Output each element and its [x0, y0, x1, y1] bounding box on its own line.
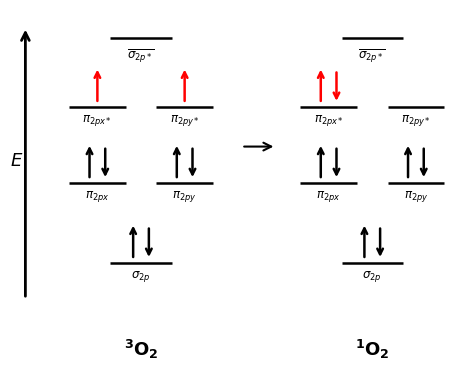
Text: $\pi_{2px}$: $\pi_{2px}$ [316, 189, 341, 204]
Text: $\overline{\sigma_{2p*}}$: $\overline{\sigma_{2p*}}$ [358, 48, 386, 65]
Text: $\pi_{2px}$: $\pi_{2px}$ [85, 189, 109, 204]
Text: $\sigma_{2p}$: $\sigma_{2p}$ [363, 269, 382, 284]
Text: $\pi_{2px*}$: $\pi_{2px*}$ [314, 113, 344, 128]
Text: $\mathbf{^{1}O_{2}}$: $\mathbf{^{1}O_{2}}$ [355, 338, 390, 361]
Text: $\sigma_{2p}$: $\sigma_{2p}$ [131, 269, 151, 284]
Text: $\pi_{2py}$: $\pi_{2py}$ [173, 189, 197, 204]
Text: $\mathbf{^{3}O_{2}}$: $\mathbf{^{3}O_{2}}$ [124, 338, 158, 361]
Text: $\pi_{2py}$: $\pi_{2py}$ [404, 189, 428, 204]
Text: $\pi_{2py*}$: $\pi_{2py*}$ [401, 113, 431, 128]
Text: $\pi_{2px*}$: $\pi_{2px*}$ [82, 113, 112, 128]
Text: $E$: $E$ [10, 152, 23, 170]
Text: $\overline{\sigma_{2p*}}$: $\overline{\sigma_{2p*}}$ [127, 48, 155, 65]
Text: $\pi_{2py*}$: $\pi_{2py*}$ [170, 113, 200, 128]
